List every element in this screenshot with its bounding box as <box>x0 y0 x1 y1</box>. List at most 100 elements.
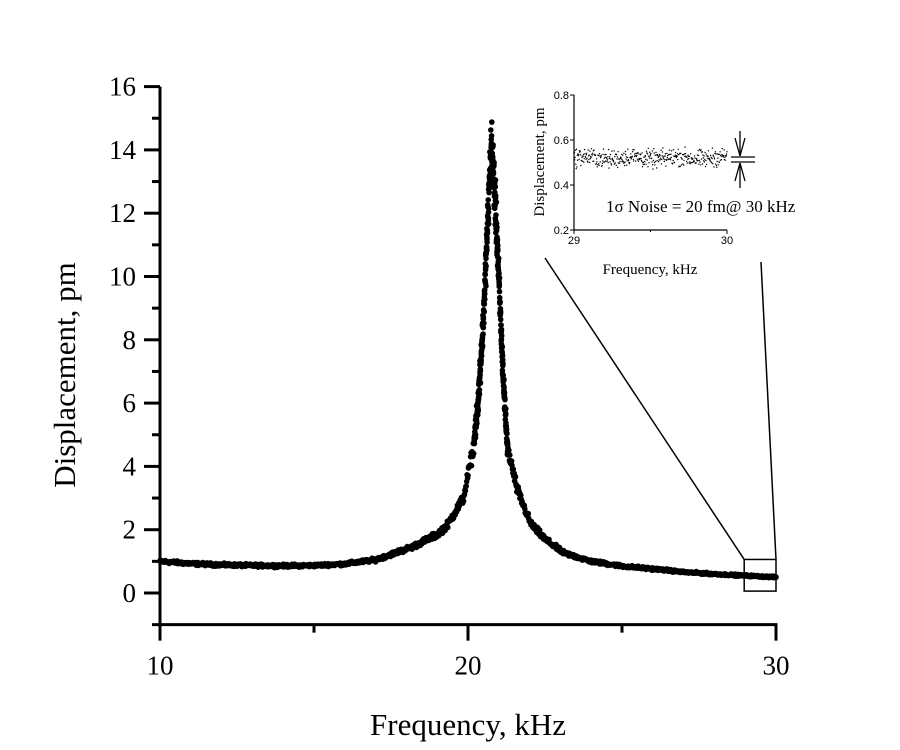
inset-data-point <box>620 158 623 160</box>
inset-data-point <box>684 146 686 148</box>
inset-data-point <box>643 156 645 158</box>
inset-data-point <box>711 147 714 149</box>
inset-data-point <box>705 163 708 166</box>
inset-data-point <box>705 153 707 155</box>
inset-data-point <box>721 147 723 150</box>
inset-data-point <box>660 157 662 159</box>
inset-data-point <box>650 157 653 159</box>
inset-data-point <box>658 153 661 156</box>
inset-data-point <box>635 152 637 155</box>
inset-data-point <box>679 165 682 167</box>
data-point <box>488 127 494 133</box>
inset-data-point <box>649 151 651 153</box>
inset-data-point <box>626 156 629 159</box>
inset-axes: 0.2 0.4 0.6 0.8 29 30 <box>554 90 733 247</box>
inset-data-point <box>652 159 655 162</box>
y-tick-label: 10 <box>109 262 136 292</box>
inset-data-point <box>680 156 682 159</box>
inset-data-point <box>599 155 601 157</box>
inset-data-point <box>711 162 713 164</box>
inset-data-point <box>609 156 611 158</box>
inset-data-point <box>648 157 651 159</box>
inset-data-point <box>682 164 685 166</box>
data-point <box>492 177 499 183</box>
inset-data-point <box>686 162 688 164</box>
inset-data-point <box>604 154 606 156</box>
inset-data-point <box>645 158 647 161</box>
main-data-points <box>157 119 779 581</box>
inset-data-point <box>657 156 659 159</box>
data-point <box>497 299 503 305</box>
data-point <box>491 160 497 167</box>
inset-data-point <box>620 156 622 158</box>
inset-data-point <box>716 153 719 155</box>
inset-data-point <box>707 155 709 157</box>
inset-data-point <box>704 165 707 168</box>
inset-data-point <box>662 156 664 159</box>
data-point <box>485 209 492 216</box>
inset-data-point <box>615 164 617 166</box>
inset-data-point <box>680 164 683 166</box>
inset-data-point <box>714 151 716 153</box>
inset-data-point <box>665 159 668 162</box>
inset-data-point <box>593 160 595 162</box>
data-point <box>495 255 502 262</box>
data-point <box>493 212 499 218</box>
inset-data-point <box>656 159 658 162</box>
inset-data-point <box>583 157 585 160</box>
inset-data-point <box>681 158 683 160</box>
inset-data-point <box>591 152 594 154</box>
inset-data-point <box>613 150 615 152</box>
inset-data-point <box>653 148 655 150</box>
inset-data-point <box>718 161 720 163</box>
inset-data-point <box>685 160 688 162</box>
data-point <box>463 483 470 489</box>
data-point <box>505 445 511 452</box>
inset-data-point <box>619 157 621 160</box>
inset-data-point <box>621 161 623 163</box>
inset-data-point <box>638 153 640 155</box>
data-point <box>481 309 488 315</box>
inset-data-point <box>617 166 619 169</box>
inset-data-point <box>703 155 705 157</box>
inset-data-point <box>598 153 601 155</box>
inset-data-point <box>589 161 591 164</box>
inset-data-point <box>697 159 699 162</box>
inset-data-point <box>590 148 593 150</box>
inset-data-point <box>574 156 576 159</box>
inset-data-point <box>712 154 714 156</box>
inset-data-point <box>629 156 632 158</box>
inset-data-point <box>654 164 656 166</box>
inset-data-point <box>675 156 678 159</box>
inset-data-point <box>611 150 613 152</box>
data-point <box>490 170 497 177</box>
inset-data-point <box>602 160 604 162</box>
inset-data-point <box>651 150 653 152</box>
inset-data-point <box>632 158 635 161</box>
y-tick-label: 16 <box>109 72 136 102</box>
data-point <box>474 420 480 427</box>
inset-y-tick-label: 0.4 <box>554 180 569 192</box>
zoom-connector-left <box>544 257 745 560</box>
inset-data-point <box>660 163 663 165</box>
inset-data-point <box>583 148 586 151</box>
data-point <box>502 412 509 419</box>
inset-data-point <box>596 161 598 163</box>
inset-data-point <box>631 155 633 158</box>
inset-data-point <box>644 160 646 163</box>
inset-data-point <box>669 159 672 161</box>
inset-data-point <box>669 157 671 160</box>
inset-data-point <box>581 156 583 159</box>
inset-data-point <box>719 153 721 156</box>
inset-data-point <box>610 163 612 165</box>
data-point <box>525 510 532 517</box>
inset-data-point <box>578 154 580 156</box>
inset-data-point <box>602 148 605 150</box>
inset-data-point <box>719 159 722 161</box>
inset-data-point <box>661 155 663 157</box>
inset-x-tick-label: 29 <box>568 235 580 247</box>
inset-data-point <box>575 163 577 165</box>
data-point <box>498 332 505 339</box>
data-point <box>492 218 499 224</box>
inset-data-point <box>634 160 637 162</box>
